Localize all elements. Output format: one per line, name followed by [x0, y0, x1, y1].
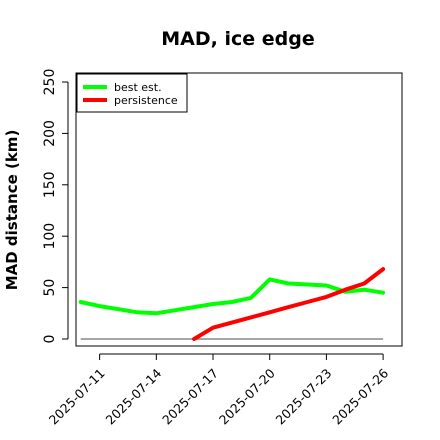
x-tick-label: 2025-07-20 — [216, 365, 278, 427]
legend-label: best est. — [114, 81, 162, 94]
series-line-best-est — [78, 277, 386, 316]
plot-frame — [75, 72, 403, 347]
x-tick-label: 2025-07-23 — [273, 366, 335, 428]
y-tick-label: 50 — [42, 279, 58, 297]
y-axis: 0 50 100 150 200 250 — [42, 69, 69, 344]
x-tick-label: 2025-07-17 — [159, 366, 221, 428]
x-tick-label: 2025-07-26 — [329, 365, 391, 427]
legend-label: persistence — [114, 94, 178, 107]
series-line-persistence — [192, 267, 386, 341]
y-tick-label: 200 — [42, 120, 58, 147]
x-tick-label: 2025-07-14 — [102, 365, 164, 427]
y-tick-label: 250 — [42, 69, 58, 96]
x-axis: 2025-07-112025-07-142025-07-172025-07-20… — [46, 353, 391, 428]
legend-box — [76, 73, 188, 113]
x-tick-label: 2025-07-11 — [46, 366, 108, 428]
chart-title: MAD, ice edge — [161, 28, 314, 50]
y-tick-label: 0 — [42, 335, 58, 344]
y-tick-label: 100 — [42, 223, 58, 250]
series-layer — [78, 267, 386, 341]
y-tick-label: 150 — [42, 171, 58, 198]
y-axis-label: MAD distance (km) — [3, 130, 21, 291]
legend: best est.persistence — [76, 73, 188, 113]
